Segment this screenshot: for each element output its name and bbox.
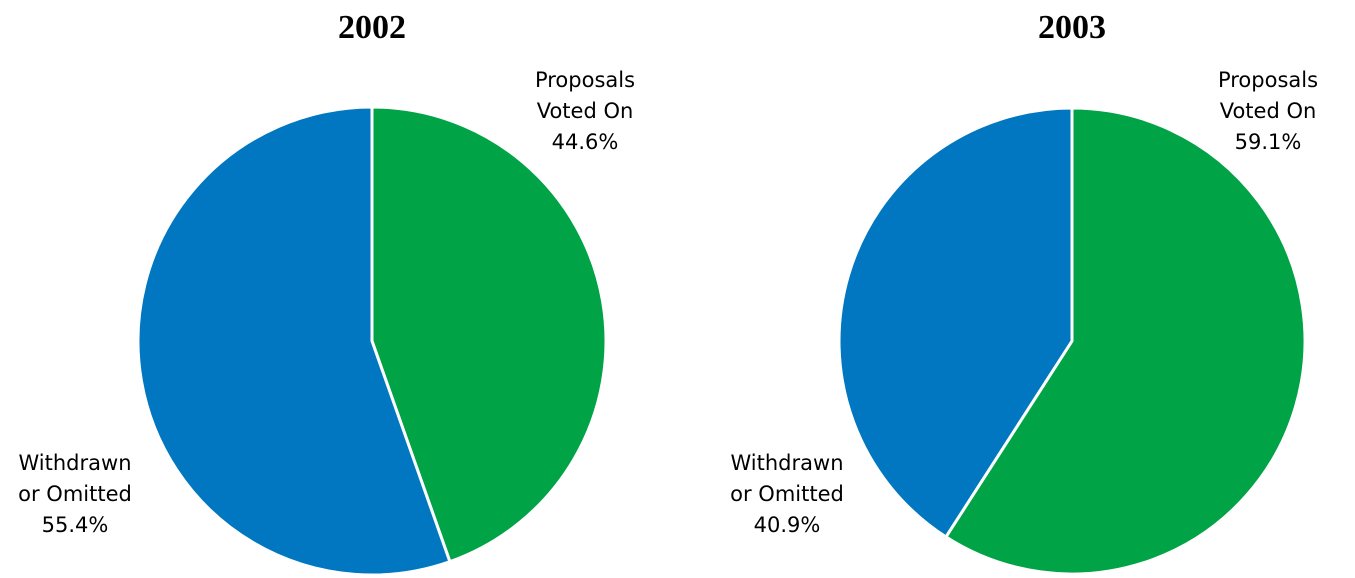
- pie-slice: [136, 105, 452, 577]
- slice-label: Proposals Voted On: [1217, 68, 1319, 123]
- slice-label: Withdrawn or Omitted: [18, 451, 132, 506]
- chart-title: 2002: [338, 9, 406, 46]
- pie-slice: [944, 106, 1307, 576]
- pie-slice: [370, 105, 608, 564]
- slice-label: Withdrawn or Omitted: [730, 451, 844, 506]
- slice-value: 59.1%: [1234, 130, 1302, 154]
- slice-value: 44.6%: [551, 130, 619, 154]
- pie-slice: [837, 106, 1074, 539]
- slice-value: 55.4%: [41, 513, 109, 537]
- slice-value: 40.9%: [753, 513, 821, 537]
- slice-label: Proposals Voted On: [534, 68, 636, 123]
- chart-title: 2003: [1038, 9, 1106, 46]
